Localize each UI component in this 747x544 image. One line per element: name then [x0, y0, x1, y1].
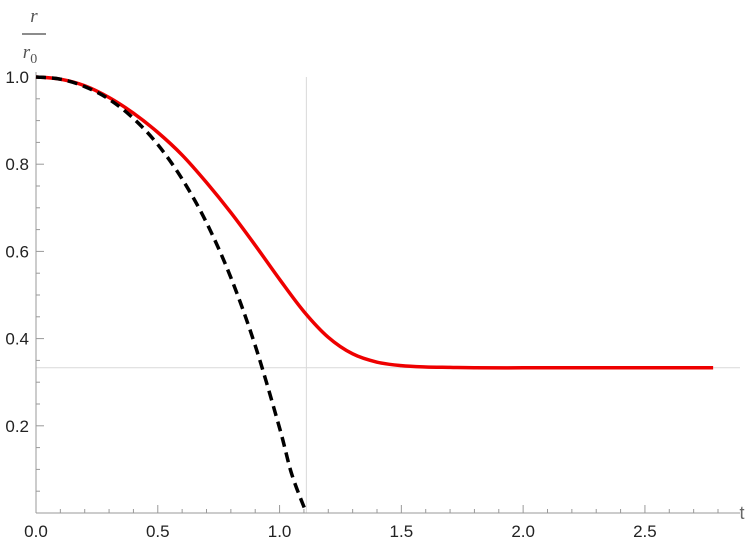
y-axis-label-denominator: r0 [23, 42, 37, 67]
series-group [35, 75, 714, 514]
y-tick-label: 0.4 [5, 330, 29, 349]
y-tick-label: 0.8 [5, 155, 29, 174]
x-tick-label: 0.0 [24, 522, 48, 541]
series-line-solid [35, 75, 714, 370]
y-axis-label-numerator: r [30, 6, 38, 27]
y-axis-label: r r0 [22, 6, 46, 67]
tick-marks [35, 76, 719, 513]
x-tick-label: 2.5 [633, 522, 657, 541]
y-tick-label: 0.2 [5, 417, 29, 436]
axes [35, 72, 740, 514]
series-line-dashed [35, 75, 309, 514]
x-axis-label: t [739, 503, 744, 523]
x-tick-label: 2.0 [511, 522, 535, 541]
y-tick-label: 0.6 [5, 242, 29, 261]
x-tick-label: 1.5 [390, 522, 414, 541]
x-tick-label: 0.5 [146, 522, 170, 541]
reference-lines [36, 77, 740, 513]
tick-labels: 0.0 0.5 1.0 1.5 2.0 2.5 0.2 0.4 0.6 0.8 1.0 [5, 68, 656, 541]
y-axis-label-denominator-base: r [23, 42, 31, 63]
y-tick-label: 1.0 [5, 68, 29, 87]
x-tick-label: 1.0 [268, 522, 292, 541]
y-axis-label-denominator-sub: 0 [30, 52, 37, 67]
